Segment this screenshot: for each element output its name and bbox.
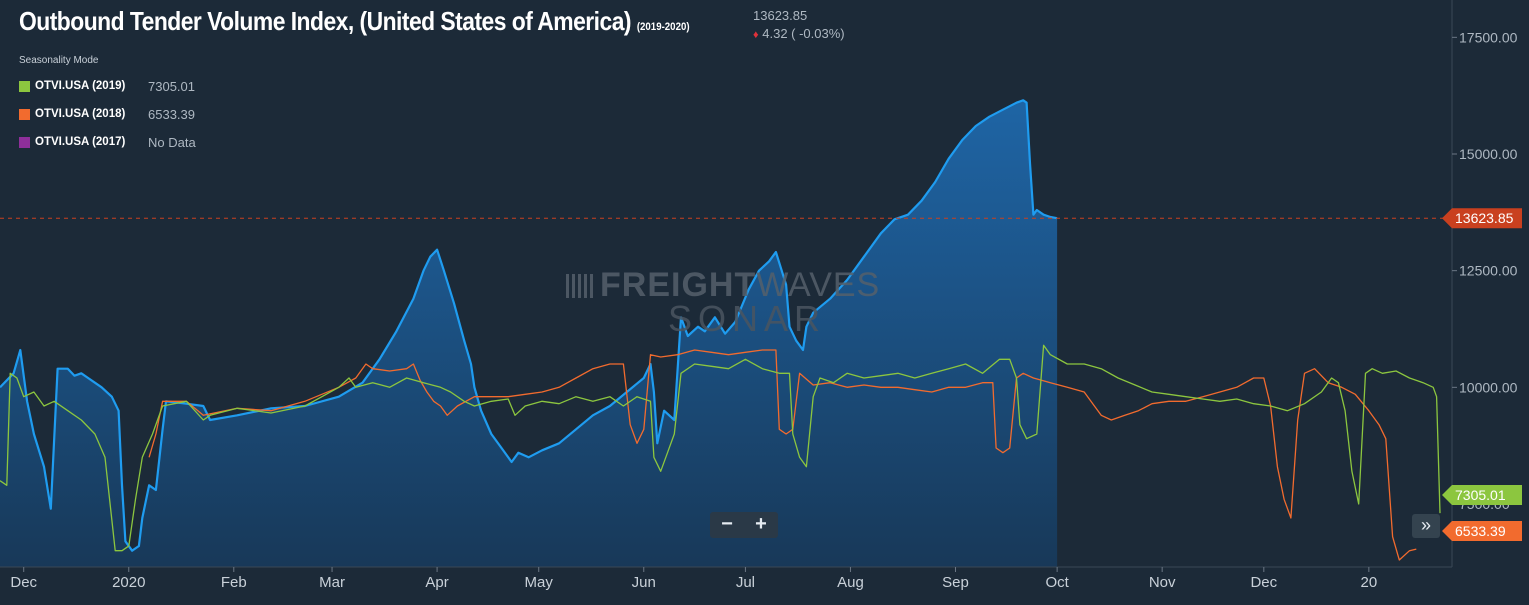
current-value: 13623.85: [753, 8, 808, 23]
x-tick-label: Apr: [425, 574, 448, 591]
price-tag-shape: [1442, 521, 1522, 541]
chart-axes: 7500.0010000.0012500.0015000.0017500.00D…: [0, 0, 1518, 591]
series-area-0: [0, 100, 1058, 568]
x-tick-label: Dec: [10, 574, 37, 591]
down-arrow-icon: ♦: [753, 29, 759, 41]
chart-series: [0, 99, 1452, 568]
legend-swatch: [19, 108, 30, 120]
price-tag: 6533.39: [1442, 521, 1522, 541]
legend-swatch: [19, 136, 30, 148]
legend-item-2018[interactable]: OTVI.USA (2018) 6533.39: [19, 100, 196, 128]
change-readout: ♦ 4.32 ( -0.03%): [753, 26, 845, 41]
legend: OTVI.USA (2019) 7305.01 OTVI.USA (2018) 65…: [19, 72, 196, 156]
x-tick-label: Feb: [221, 574, 247, 591]
y-tick-label: 10000.00: [1459, 379, 1518, 395]
price-tag-label: 13623.85: [1455, 210, 1514, 226]
legend-item-2017[interactable]: OTVI.USA (2017) No Data: [19, 128, 196, 156]
zoom-controls: − +: [710, 512, 778, 538]
price-tags: 13623.85 7305.01 6533.39: [1442, 208, 1522, 541]
legend-item-2019[interactable]: OTVI.USA (2019) 7305.01: [19, 72, 196, 100]
price-tag: 13623.85: [1442, 208, 1522, 229]
freightwaves-logo-icon: [566, 274, 594, 298]
x-tick-label: 20: [1361, 574, 1378, 591]
x-tick-label: Dec: [1250, 574, 1277, 591]
price-tag-shape: [1442, 208, 1522, 229]
y-tick-label: 15000.00: [1459, 146, 1518, 162]
price-tag-label: 7305.01: [1455, 487, 1506, 503]
zoom-out-button[interactable]: −: [721, 513, 733, 535]
y-tick-label: 12500.00: [1459, 263, 1518, 279]
scroll-right-button[interactable]: »: [1412, 514, 1440, 538]
watermark-product: SONAR: [668, 298, 827, 339]
watermark-brand: FREIGHTWAVES: [566, 266, 880, 305]
price-tag-label: 6533.39: [1455, 523, 1506, 539]
x-tick-label: Nov: [1149, 574, 1176, 591]
series-line-2: [148, 349, 1417, 561]
x-tick-label: Jul: [736, 574, 755, 591]
chart-title: Outbound Tender Volume Index, (United St…: [19, 6, 690, 36]
price-tag: 7305.01: [1442, 485, 1522, 505]
title-range: (2019-2020): [636, 21, 690, 33]
x-tick-label: Aug: [837, 574, 864, 591]
seasonality-mode-label: Seasonality Mode: [19, 55, 99, 66]
series-line-1: [0, 344, 1441, 552]
x-tick-label: Sep: [942, 574, 969, 591]
legend-swatch: [19, 80, 30, 92]
x-tick-label: 2020: [112, 574, 145, 591]
x-tick-label: Jun: [632, 574, 656, 591]
x-tick-label: Oct: [1045, 574, 1069, 591]
zoom-in-button[interactable]: +: [755, 513, 767, 535]
y-tick-label: 17500.00: [1459, 29, 1518, 45]
x-tick-label: Mar: [319, 574, 345, 591]
x-tick-label: May: [525, 574, 554, 591]
price-tag-shape: [1442, 485, 1522, 505]
